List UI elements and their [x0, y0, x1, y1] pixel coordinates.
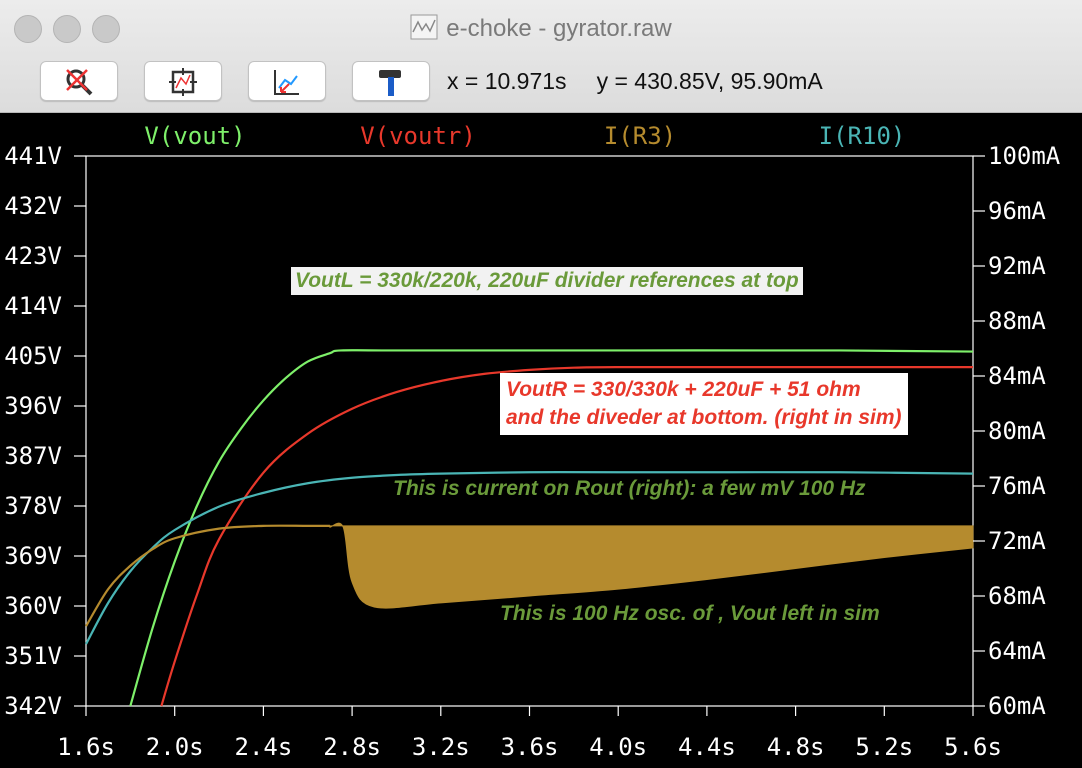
y-right-tick-label: 88mA: [988, 307, 1046, 335]
x-tick-label: 3.6s: [501, 733, 559, 761]
y-left-tick-label: 432V: [4, 192, 62, 220]
y-left-tick-label: 414V: [4, 292, 62, 320]
y-left-tick-label: 387V: [4, 442, 62, 470]
settings-button[interactable]: [352, 61, 430, 101]
maximize-window-button[interactable]: [92, 15, 120, 43]
y-right-tick-label: 84mA: [988, 362, 1046, 390]
pan-button[interactable]: [248, 61, 326, 101]
y-left-tick-label: 396V: [4, 392, 62, 420]
y-left-tick-label: 342V: [4, 692, 62, 720]
x-tick-label: 5.6s: [944, 733, 1002, 761]
pan-icon: [274, 70, 299, 95]
legend-item: V(voutr): [360, 122, 476, 150]
annotation-voutr: VoutR = 330/330k + 220uF + 51 ohm and th…: [500, 373, 908, 435]
x-tick-label: 4.0s: [589, 733, 647, 761]
y-right-tick-label: 64mA: [988, 637, 1046, 665]
x-tick-label: 1.6s: [57, 733, 115, 761]
series-line-v-voutr: [160, 365, 973, 707]
zoom-cancel-icon: [66, 69, 93, 96]
y-left-tick-label: 369V: [4, 542, 62, 570]
waveform-chart[interactable]: V(vout) V(voutr) I(R3) I(R10) 1.6s 2.0s 2.4s 2…: [0, 113, 1082, 768]
waveform-document-icon: [410, 14, 438, 40]
hammer-icon: [379, 70, 401, 96]
annotation-100hz-osc: This is 100 Hz osc. of , Vout left in si…: [500, 602, 880, 625]
window-title: e-choke - gyrator.raw: [0, 14, 1082, 43]
y-left-tick-label: 360V: [4, 592, 62, 620]
y-right-tick-label: 100mA: [988, 142, 1061, 170]
x-tick-label: 2.8s: [323, 733, 381, 761]
y-right-tick-label: 80mA: [988, 417, 1046, 445]
x-tick-label: 4.8s: [767, 733, 825, 761]
x-tick-label: 2.0s: [146, 733, 204, 761]
series-line-i-r3: [85, 524, 330, 627]
plot-area[interactable]: V(vout) V(voutr) I(R3) I(R10) 1.6s 2.0s 2.4s 2…: [0, 113, 1082, 768]
y-left-tick-label: 378V: [4, 492, 62, 520]
y-left-tick-label: 441V: [4, 142, 62, 170]
legend-item: I(R10): [819, 122, 906, 150]
window-titlebar: e-choke - gyrator.raw x = 10.971s y = 430…: [0, 0, 1082, 113]
autorange-button[interactable]: [144, 61, 222, 101]
y-right-tick-label: 92mA: [988, 252, 1046, 280]
cursor-y: y = 430.85V, 95.90mA: [596, 68, 823, 94]
x-tick-label: 2.4s: [235, 733, 293, 761]
y-left-tick-label: 423V: [4, 242, 62, 270]
close-window-button[interactable]: [14, 15, 42, 43]
annotation-rout-current: This is current on Rout (right): a few m…: [393, 477, 866, 500]
y-left-tick-label: 351V: [4, 642, 62, 670]
x-tick-label: 5.2s: [855, 733, 913, 761]
zoom-cancel-button[interactable]: [40, 61, 118, 101]
legend-item: I(R3): [604, 122, 676, 150]
annotation-voutr-line2: and the diveder at bottom. (right in sim…: [506, 406, 902, 429]
y-right-tick-label: 96mA: [988, 197, 1046, 225]
y-right-tick-label: 72mA: [988, 527, 1046, 555]
y-right-tick-label: 60mA: [988, 692, 1046, 720]
x-tick-label: 3.2s: [412, 733, 470, 761]
minimize-window-button[interactable]: [53, 15, 81, 43]
annotation-voutr-line1: VoutR = 330/330k + 220uF + 51 ohm: [506, 378, 861, 401]
y-left-tick-label: 405V: [4, 342, 62, 370]
cursor-x: x = 10.971s: [447, 68, 567, 94]
cursor-readout: x = 10.971s y = 430.85V, 95.90mA: [447, 68, 853, 95]
legend-item: V(vout): [144, 122, 245, 150]
y-right-tick-label: 68mA: [988, 582, 1046, 610]
annotation-voutl: VoutL = 330k/220k, 220uF divider referen…: [291, 267, 803, 295]
series-band-i-r3: [329, 522, 974, 609]
y-right-tick-label: 76mA: [988, 472, 1046, 500]
autorange-icon: [169, 68, 197, 96]
x-tick-label: 4.4s: [678, 733, 736, 761]
window-title-text: e-choke - gyrator.raw: [446, 15, 672, 42]
